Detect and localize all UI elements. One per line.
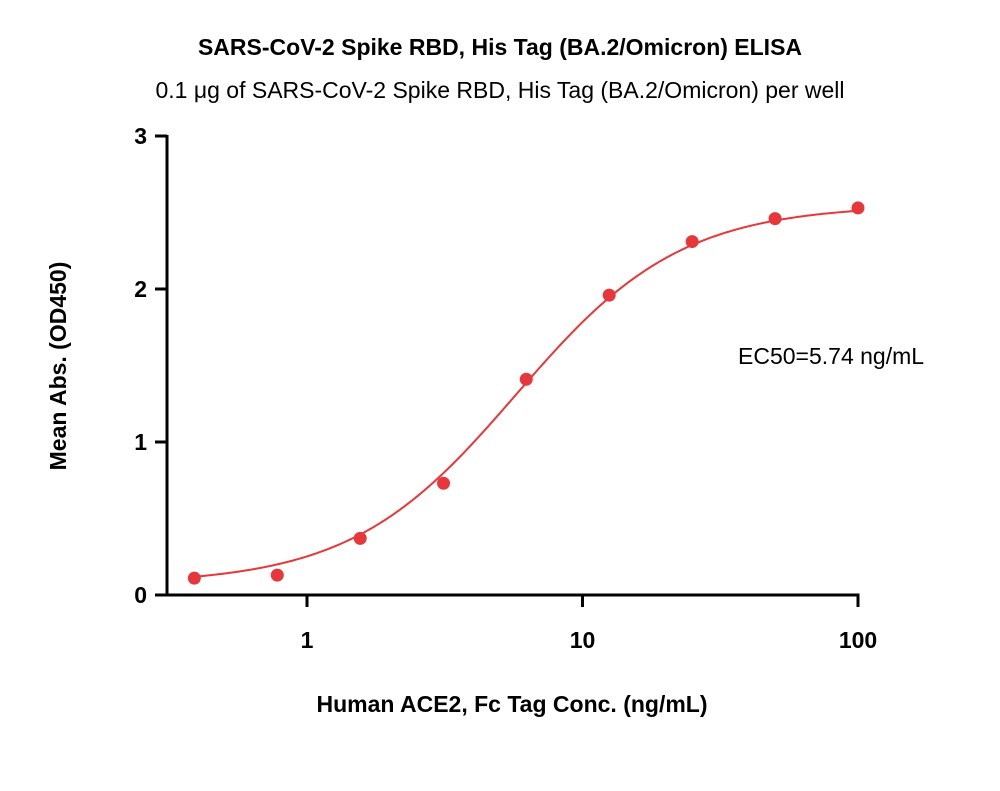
x-tick-label: 10 bbox=[570, 627, 596, 653]
data-point bbox=[602, 288, 616, 302]
y-axis-label: Mean Abs. (OD450) bbox=[45, 262, 71, 471]
chart-title: SARS-CoV-2 Spike RBD, His Tag (BA.2/Omic… bbox=[197, 34, 803, 60]
data-point bbox=[768, 212, 782, 226]
data-point bbox=[685, 235, 699, 249]
data-point bbox=[437, 476, 451, 490]
y-tick-label: 1 bbox=[134, 429, 147, 455]
data-point bbox=[270, 568, 284, 582]
ec50-annotation: EC50=5.74 ng/mL bbox=[738, 343, 925, 369]
y-tick-label: 0 bbox=[134, 582, 147, 608]
fit-curve bbox=[194, 209, 859, 578]
data-point bbox=[851, 201, 865, 215]
x-tick-label: 1 bbox=[301, 627, 314, 653]
data-point bbox=[519, 372, 533, 386]
data-point bbox=[187, 571, 201, 585]
y-tick-label: 2 bbox=[134, 276, 147, 302]
x-axis-label: Human ACE2, Fc Tag Conc. (ng/mL) bbox=[316, 691, 707, 717]
y-tick-label: 3 bbox=[134, 123, 147, 149]
data-point bbox=[353, 531, 367, 545]
x-tick-label: 100 bbox=[839, 627, 877, 653]
chart-subtitle: 0.1 μg of SARS-CoV-2 Spike RBD, His Tag … bbox=[155, 77, 845, 103]
